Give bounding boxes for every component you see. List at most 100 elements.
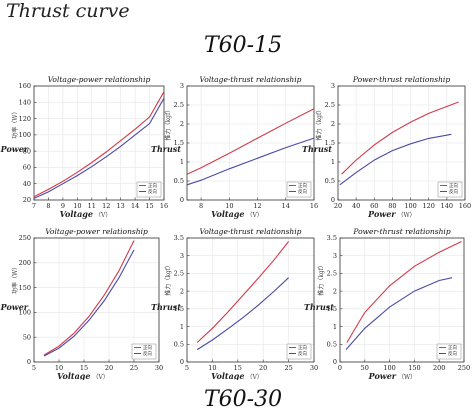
y-tick-label: 2 [333, 287, 337, 295]
series-line-forward [341, 101, 459, 175]
y-tick-label: 3.5 [327, 234, 337, 242]
chart-title: Power-thrust relationship [352, 227, 450, 236]
charts-row-t60-15: 7 8 9 10 11 12 13 14 15 1620406080100120140160Vol… [0, 75, 471, 219]
y-tick-label: 200 [19, 259, 31, 267]
x-tick-label: 30 [155, 364, 163, 372]
series-line-reverse [186, 137, 315, 186]
legend-label: 正向 [448, 344, 457, 351]
y-tick-label: 2.5 [327, 270, 337, 278]
x-tick-label: 9 [61, 202, 65, 210]
series-line-forward [346, 241, 462, 343]
y-tick-label: 160 [19, 82, 31, 90]
x-tick-label: 10 [225, 202, 233, 210]
series-line-reverse [196, 277, 289, 351]
x-axis-label: Voltage [211, 371, 244, 380]
y-axis-unit: 功率（W） [11, 109, 19, 139]
x-tick-label: 140 [441, 202, 453, 210]
x-tick-label: 60 [370, 202, 378, 210]
series-line-reverse [43, 249, 135, 357]
x-tick-label: 10 [208, 364, 216, 372]
x-tick-label: 10 [55, 364, 63, 372]
y-tick-label: 3 [180, 82, 184, 90]
series-line-reverse [345, 277, 453, 350]
y-axis-unit: 推力（kgf） [317, 262, 325, 296]
x-tick-label: 40 [352, 202, 360, 210]
x-axis-unit: （V） [247, 374, 263, 380]
x-tick-label: 0 [338, 364, 342, 372]
y-tick-label: 140 [19, 98, 31, 106]
y-tick-label: 120 [19, 115, 31, 123]
x-tick-label: 12 [102, 202, 110, 210]
y-tick-label: 1 [180, 323, 184, 331]
x-tick-label: 16 [160, 202, 168, 210]
x-tick-label: 20 [334, 202, 342, 210]
chart-6: 0 50 100 150 200 250 0 0.5 1 1.5 2 2.5 3 3.5 Power-thr… [304, 227, 470, 380]
model-title-t60-30: T60-30 [204, 387, 283, 412]
y-tick-label: 0 [27, 358, 31, 366]
x-tick-label: 15 [234, 364, 242, 372]
x-axis-unit: （W） [398, 212, 416, 219]
y-axis-label: Thrust [302, 144, 332, 154]
series-line-reverse [339, 133, 452, 186]
y-axis-label: Thrust [304, 302, 334, 312]
x-tick-label: 250 [458, 364, 470, 372]
x-tick-label: 200 [433, 364, 445, 372]
y-axis-unit: 推力（kgf） [164, 107, 172, 141]
plot-frame [33, 237, 160, 363]
x-tick-label: 12 [253, 202, 261, 210]
y-axis-unit: 推力（kgf） [164, 262, 172, 296]
chart-title: Power-thrust relationship [352, 75, 450, 84]
y-tick-label: 20 [23, 196, 31, 204]
y-tick-label: 1 [333, 323, 337, 331]
y-tick-label: 60 [23, 164, 31, 172]
y-tick-label: 100 [19, 309, 31, 317]
y-tick-label: 0 [333, 358, 337, 366]
y-tick-label: 50 [23, 333, 31, 341]
x-axis-unit: （W） [398, 374, 416, 380]
x-tick-label: 100 [383, 364, 395, 372]
y-tick-label: 3 [180, 252, 184, 260]
y-tick-label: 2.5 [174, 101, 184, 109]
legend-label: 正向 [143, 344, 152, 351]
legend-label: 反向 [148, 188, 157, 195]
x-tick-label: 20 [105, 364, 113, 372]
x-axis-label: Power [367, 209, 396, 219]
x-tick-label: 15 [80, 364, 88, 372]
chart-title: Voltage-power relationship [45, 227, 148, 236]
series-line-forward [33, 91, 165, 198]
x-tick-label: 16 [310, 202, 318, 210]
x-axis-unit: （V） [95, 212, 111, 219]
x-tick-label: 150 [408, 364, 420, 372]
x-tick-label: 10 [73, 202, 81, 210]
x-tick-label: 20 [259, 364, 267, 372]
series-line-forward [196, 241, 290, 343]
chart-4: 5 10 15 20 25 30 0 50 100 150 200 250 Voltage-power … [0, 227, 163, 380]
x-tick-label: 5 [32, 364, 36, 372]
legend-label: 反向 [449, 188, 458, 195]
chart-3: 20 40 60 80 100 120 140 160 0 0.5 1 1.5 2 2.5 3 Power-t… [302, 75, 471, 219]
y-axis-label: Power [0, 302, 29, 312]
y-tick-label: 150 [19, 284, 31, 292]
page-title: Thrust curve [6, 0, 130, 22]
y-tick-label: 40 [23, 180, 31, 188]
x-tick-label: 80 [388, 202, 396, 210]
y-tick-label: 1.5 [325, 139, 335, 147]
chart-1: 7 8 9 10 11 12 13 14 15 16 20 40 60 80 100 120 140 160 Vol… [0, 75, 168, 219]
y-axis-label: Thrust [151, 302, 181, 312]
y-axis-unit: 功率（W） [11, 264, 19, 294]
x-axis-label: Voltage [57, 371, 90, 380]
y-axis-label: Thrust [151, 144, 181, 154]
x-tick-label: 8 [46, 202, 50, 210]
series-line-reverse [33, 97, 165, 199]
y-tick-label: 2 [180, 120, 184, 128]
x-tick-label: 160 [459, 202, 471, 210]
legend-label: 正向 [449, 182, 458, 189]
series-line-forward [186, 108, 315, 175]
x-tick-label: 13 [117, 202, 125, 210]
chart-title: Voltage-power relationship [48, 75, 151, 84]
chart-2: 8 10 12 14 16 0 0.5 1 1.5 2 2.5 3 Voltage-thrust rel… [151, 75, 318, 219]
y-tick-label: 0.5 [325, 177, 335, 185]
y-tick-label: 3 [331, 82, 335, 90]
y-tick-label: 0.5 [174, 177, 184, 185]
x-axis-label: Power [368, 371, 397, 380]
